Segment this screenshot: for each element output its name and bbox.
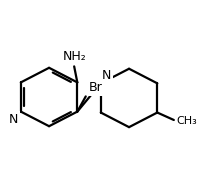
Text: Br: Br xyxy=(89,81,103,94)
Text: CH₃: CH₃ xyxy=(176,116,197,126)
Text: N: N xyxy=(102,69,111,82)
Text: NH₂: NH₂ xyxy=(62,50,86,63)
Text: N: N xyxy=(9,113,18,126)
